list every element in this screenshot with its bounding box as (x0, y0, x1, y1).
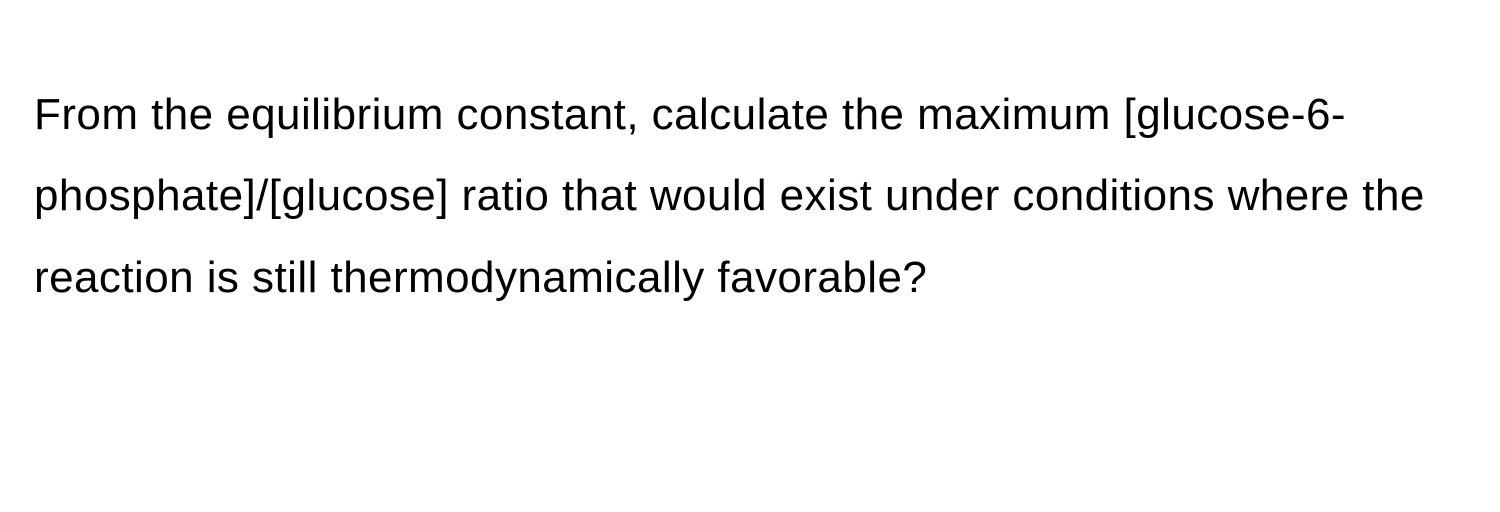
question-text: From the equilibrium constant, calculate… (34, 74, 1440, 318)
